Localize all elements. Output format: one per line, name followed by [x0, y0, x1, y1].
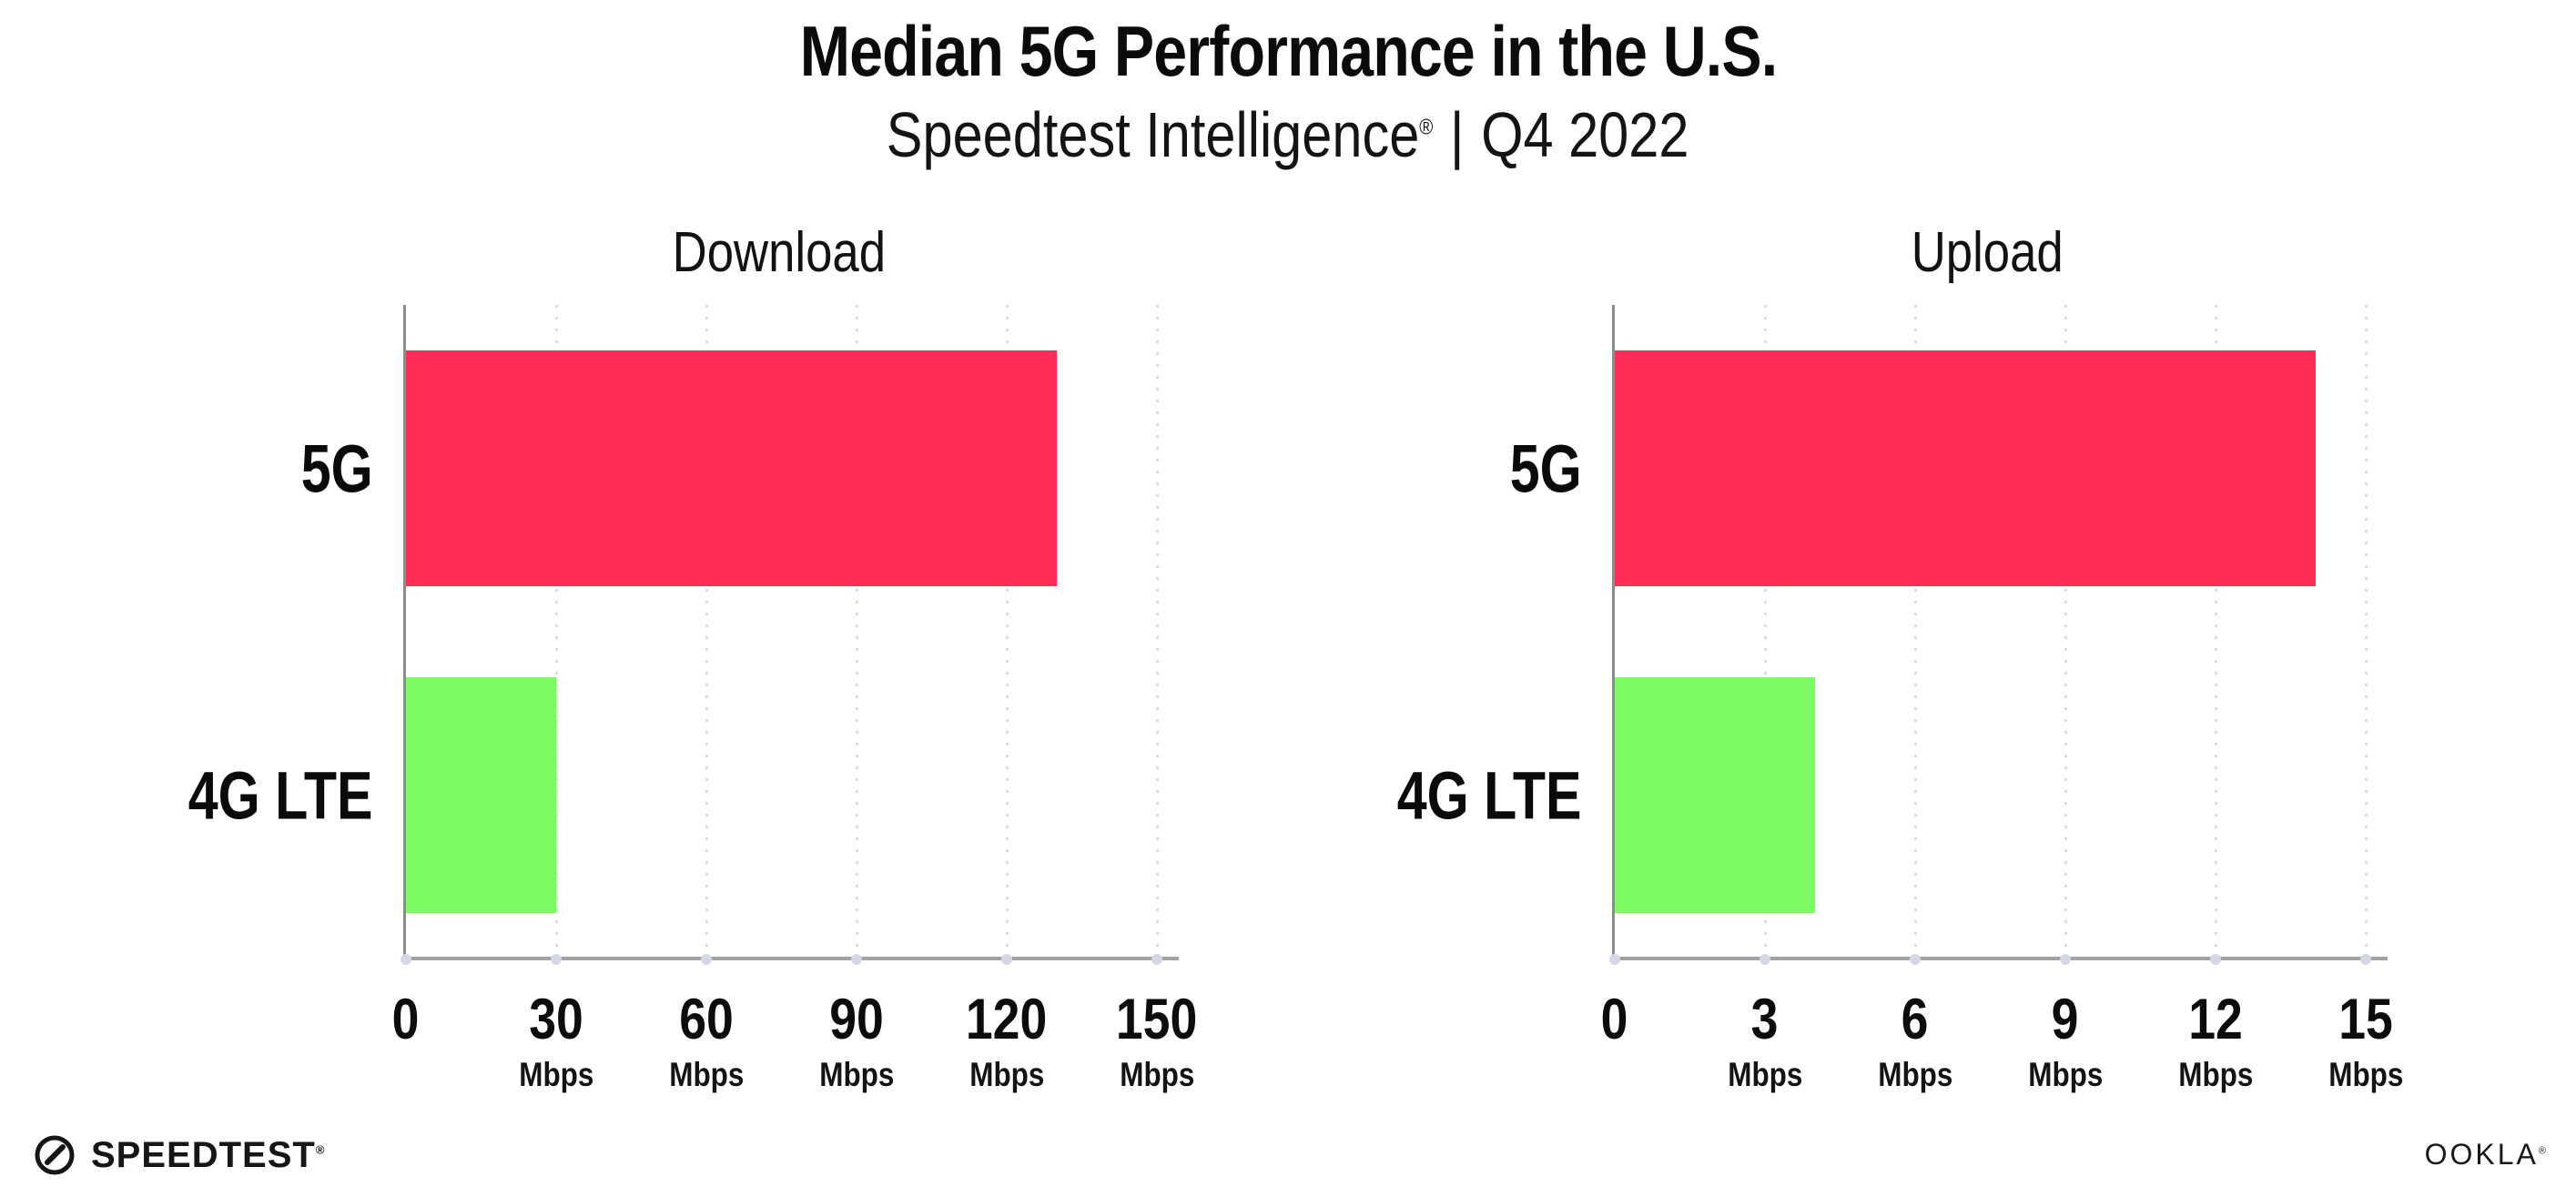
subtitle-separator: | [1450, 98, 1465, 170]
registered-mark: ® [1419, 115, 1434, 140]
x-tick-unit: Mbps [2177, 1056, 2254, 1093]
subtitle-period: Q4 2022 [1481, 98, 1689, 170]
axis-tick-dot [2060, 954, 2071, 965]
axis-tick-dot [1910, 954, 1921, 965]
category-label-4g-lte: 4G LTE [188, 757, 373, 833]
plot-area: 0 3 Mbps 6 Mbps 9 Mbps 12 Mbps 15 Mbps 5G 4G LTE [1397, 305, 2403, 1091]
ookla-logo: OOKLA® [2425, 1138, 2549, 1172]
gridline [555, 305, 558, 959]
speedtest-wordmark: SPEEDTEST [91, 1134, 316, 1175]
x-tick-label: 0 [1496, 991, 1733, 1049]
category-label-5g: 5G [1510, 431, 1582, 506]
x-tick-label: 90 Mbps [738, 988, 975, 1093]
gridline [856, 305, 858, 959]
gridline [1914, 305, 1917, 959]
plot-area: 0 30 Mbps 60 Mbps 90 Mbps 120 Mbps 150 Mbps 5G 4G LT… [188, 305, 1198, 1091]
axis-tick-dot [2360, 954, 2371, 965]
x-tick-value: 15 [2338, 988, 2393, 1051]
x-tick-value: 9 [2052, 988, 2079, 1051]
axis-tick-dot [1001, 954, 1012, 965]
chart-upload: Upload 0 3 Mbps 6 Mbps 9 Mbps 12 Mbps 15 Mbps 5G 4G … [1397, 0, 2403, 1111]
x-tick-value: 12 [2188, 988, 2243, 1051]
x-tick-value: 120 [966, 988, 1048, 1051]
gridline [1006, 305, 1009, 959]
gridline [1156, 305, 1159, 959]
x-tick-label: 3 Mbps [1647, 988, 1883, 1093]
x-tick-value: 0 [392, 988, 420, 1051]
speedtest-logo: SPEEDTEST® [33, 1133, 325, 1177]
x-tick-label: 0 [288, 991, 524, 1049]
axis-tick-dot [1151, 954, 1162, 965]
header: Median 5G Performance in the U.S. Speedt… [0, 0, 2576, 168]
x-tick-label: 30 Mbps [438, 988, 674, 1093]
axis-tick-dot [2210, 954, 2221, 965]
x-tick-value: 6 [1902, 988, 1929, 1051]
ookla-registered-mark: ® [2538, 1145, 2549, 1157]
x-tick-unit: Mbps [1877, 1056, 1953, 1093]
axis-tick-dot [1609, 954, 1620, 965]
x-tick-unit: Mbps [2328, 1056, 2404, 1093]
bar-5g [406, 350, 1057, 586]
x-tick-value: 30 [529, 988, 583, 1051]
gridline [2215, 305, 2217, 959]
x-tick-unit: Mbps [969, 1056, 1045, 1093]
chart-title: Download [672, 221, 886, 284]
speedometer-gauge-icon [35, 1135, 75, 1175]
bar-5g [1615, 350, 2316, 586]
x-tick-value: 0 [1601, 988, 1628, 1051]
category-label-5g: 5G [301, 431, 373, 506]
x-tick-unit: Mbps [1727, 1056, 1803, 1093]
x-tick-value: 150 [1116, 988, 1198, 1051]
gridline [2365, 305, 2368, 959]
ookla-wordmark: OOKLA [2424, 1138, 2539, 1171]
axis-tick-dot [701, 954, 712, 965]
x-axis-line [1612, 957, 2388, 960]
x-tick-label: 120 Mbps [888, 988, 1125, 1093]
x-tick-unit: Mbps [818, 1056, 895, 1093]
chart-download: Download 0 30 Mbps 60 Mbps 90 Mbps 120 Mbps 150 Mb… [188, 0, 1198, 1111]
x-tick-unit: Mbps [2027, 1056, 2104, 1093]
page-subtitle: Speedtest Intelligence® | Q4 2022 [0, 98, 2576, 170]
x-tick-value: 3 [1751, 988, 1779, 1051]
category-label-4g-lte: 4G LTE [1397, 757, 1582, 833]
x-tick-label: 12 Mbps [2097, 988, 2334, 1093]
x-tick-value: 90 [829, 988, 884, 1051]
page-title: Median 5G Performance in the U.S. [799, 11, 1777, 91]
x-axis-line [403, 957, 1179, 960]
chart-title: Upload [1911, 221, 2064, 284]
axis-tick-dot [851, 954, 862, 965]
gridline [1764, 305, 1767, 959]
x-tick-label: 150 Mbps [1039, 988, 1275, 1093]
gridline [705, 305, 708, 959]
bar-4g-lte [406, 677, 556, 913]
subtitle-brand: Speedtest Intelligence [887, 98, 1420, 170]
x-tick-unit: Mbps [518, 1056, 594, 1093]
axis-tick-dot [551, 954, 562, 965]
x-tick-label: 9 Mbps [1947, 988, 2184, 1093]
speedtest-registered-mark: ® [315, 1142, 326, 1157]
x-tick-unit: Mbps [668, 1056, 745, 1093]
bar-4g-lte [1615, 677, 1815, 913]
gridline [2064, 305, 2067, 959]
x-tick-unit: Mbps [1119, 1056, 1195, 1093]
x-tick-label: 15 Mbps [2247, 988, 2484, 1093]
axis-tick-dot [1760, 954, 1770, 965]
x-tick-label: 6 Mbps [1797, 988, 2033, 1093]
x-tick-value: 60 [679, 988, 734, 1051]
axis-tick-dot [401, 954, 411, 965]
x-tick-label: 60 Mbps [588, 988, 825, 1093]
